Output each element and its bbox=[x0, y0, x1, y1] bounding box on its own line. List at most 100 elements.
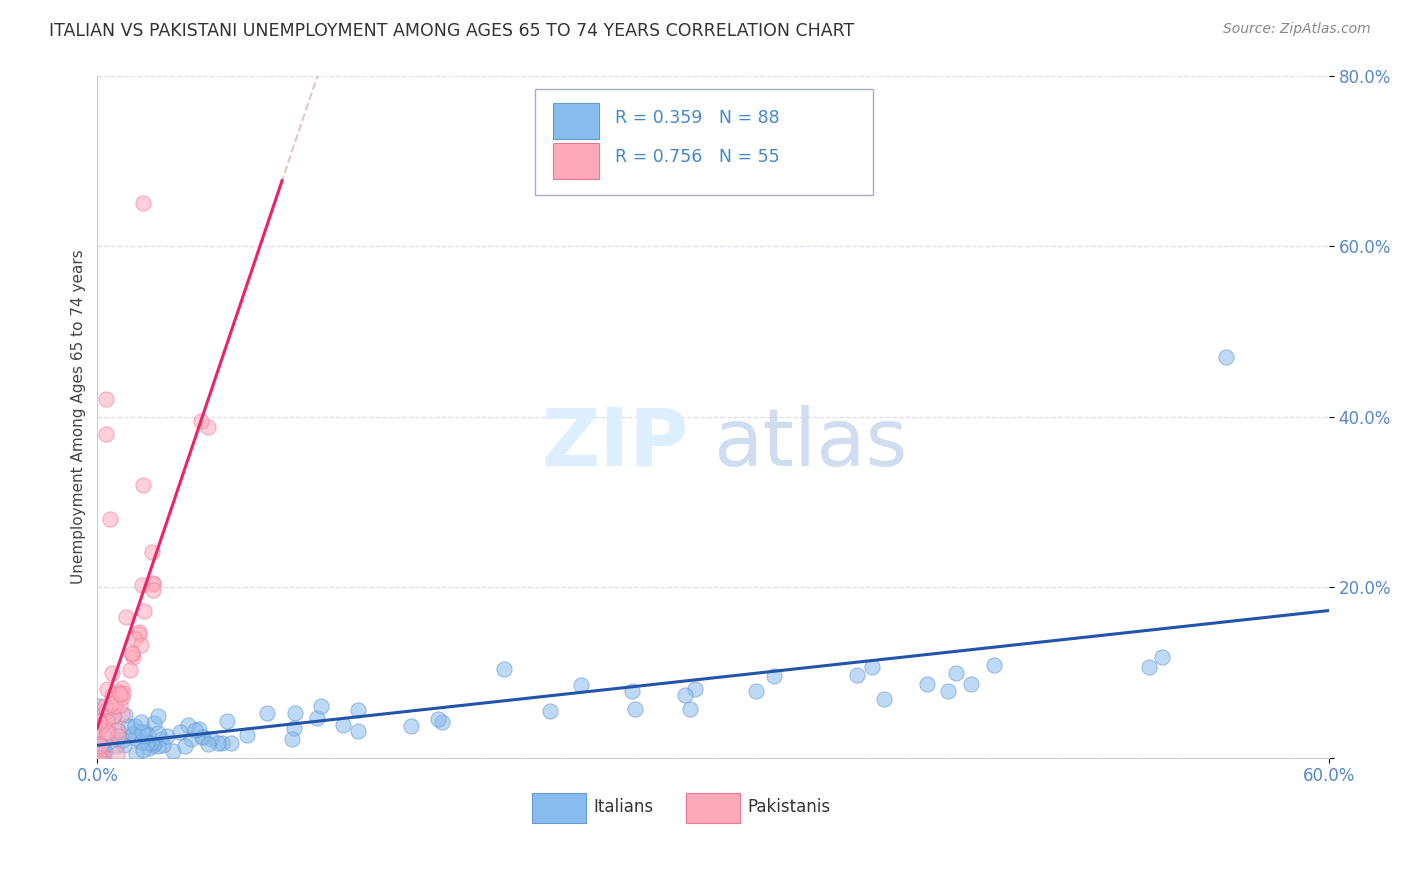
Point bbox=[131, 477, 153, 491]
Point bbox=[89, 722, 111, 736]
Text: Italians: Italians bbox=[593, 797, 654, 815]
FancyBboxPatch shape bbox=[534, 89, 873, 194]
Point bbox=[105, 739, 128, 753]
Point bbox=[283, 721, 305, 735]
Point bbox=[121, 650, 143, 665]
Point bbox=[281, 732, 304, 747]
Point bbox=[679, 702, 702, 716]
Point bbox=[121, 646, 143, 660]
Point bbox=[91, 739, 114, 754]
Text: ITALIAN VS PAKISTANI UNEMPLOYMENT AMONG AGES 65 TO 74 YEARS CORRELATION CHART: ITALIAN VS PAKISTANI UNEMPLOYMENT AMONG … bbox=[49, 22, 855, 40]
Point bbox=[124, 719, 146, 733]
Point bbox=[162, 743, 184, 757]
Point bbox=[142, 583, 165, 598]
Point bbox=[235, 728, 257, 742]
Point bbox=[118, 663, 141, 677]
Point bbox=[94, 392, 117, 407]
Point bbox=[91, 717, 114, 731]
Point bbox=[399, 719, 422, 733]
Point bbox=[673, 688, 696, 702]
Point bbox=[89, 739, 111, 754]
Point bbox=[96, 724, 118, 739]
Point bbox=[98, 512, 121, 526]
Point bbox=[108, 724, 131, 739]
Point bbox=[190, 730, 212, 744]
Point bbox=[152, 738, 174, 752]
Point bbox=[94, 703, 117, 717]
Point bbox=[96, 731, 118, 746]
Point bbox=[135, 736, 157, 750]
Point bbox=[960, 677, 983, 691]
Point bbox=[432, 715, 454, 730]
Point bbox=[131, 196, 153, 211]
Point bbox=[620, 683, 643, 698]
Point bbox=[111, 706, 134, 721]
Point bbox=[1215, 350, 1237, 364]
Point bbox=[124, 632, 146, 646]
Point bbox=[217, 714, 239, 728]
Point bbox=[143, 715, 166, 730]
Point bbox=[124, 764, 146, 778]
Point bbox=[93, 698, 115, 713]
Point bbox=[169, 724, 191, 739]
FancyBboxPatch shape bbox=[531, 793, 586, 823]
Point bbox=[211, 736, 233, 750]
Text: Pakistanis: Pakistanis bbox=[748, 797, 831, 815]
Point bbox=[745, 683, 768, 698]
Point bbox=[89, 737, 111, 751]
Point bbox=[93, 714, 115, 729]
Point bbox=[256, 706, 278, 720]
Point bbox=[89, 720, 111, 734]
Point bbox=[107, 729, 129, 743]
Point bbox=[307, 710, 329, 724]
FancyBboxPatch shape bbox=[553, 103, 599, 139]
Point bbox=[90, 764, 112, 778]
Point bbox=[132, 604, 155, 618]
Point bbox=[101, 688, 124, 702]
Point bbox=[129, 735, 152, 749]
Point bbox=[309, 699, 332, 714]
Point bbox=[492, 662, 515, 676]
Point bbox=[103, 708, 125, 723]
Text: Source: ZipAtlas.com: Source: ZipAtlas.com bbox=[1223, 22, 1371, 37]
Point bbox=[139, 735, 162, 749]
Point bbox=[207, 736, 229, 750]
Point bbox=[347, 724, 370, 739]
FancyBboxPatch shape bbox=[686, 793, 740, 823]
Text: R = 0.756   N = 55: R = 0.756 N = 55 bbox=[614, 148, 779, 167]
Point bbox=[100, 697, 122, 711]
Point bbox=[141, 544, 163, 558]
Point bbox=[945, 666, 967, 681]
Point bbox=[111, 732, 134, 747]
Point bbox=[624, 702, 647, 716]
Point bbox=[1137, 659, 1160, 673]
Point bbox=[93, 750, 115, 764]
Point bbox=[101, 665, 124, 680]
Point bbox=[89, 714, 111, 729]
Point bbox=[184, 723, 207, 737]
Point bbox=[426, 712, 449, 726]
Point bbox=[174, 739, 197, 754]
Point bbox=[177, 718, 200, 732]
Point bbox=[107, 723, 129, 737]
Point bbox=[134, 724, 156, 739]
Point bbox=[142, 576, 165, 591]
Point bbox=[128, 624, 150, 639]
Point bbox=[114, 780, 136, 794]
Point bbox=[89, 756, 111, 770]
Point bbox=[86, 746, 108, 760]
Point bbox=[347, 703, 370, 717]
Point bbox=[284, 706, 307, 721]
Point bbox=[89, 699, 111, 714]
Point bbox=[156, 729, 179, 743]
Point bbox=[136, 760, 159, 774]
Point bbox=[93, 747, 115, 762]
Point bbox=[136, 728, 159, 742]
Point bbox=[111, 686, 134, 700]
Point bbox=[138, 740, 160, 755]
Point bbox=[131, 578, 153, 592]
Point bbox=[101, 708, 124, 723]
Y-axis label: Unemployment Among Ages 65 to 74 years: Unemployment Among Ages 65 to 74 years bbox=[72, 249, 86, 584]
Point bbox=[111, 690, 134, 704]
Point bbox=[143, 737, 166, 751]
